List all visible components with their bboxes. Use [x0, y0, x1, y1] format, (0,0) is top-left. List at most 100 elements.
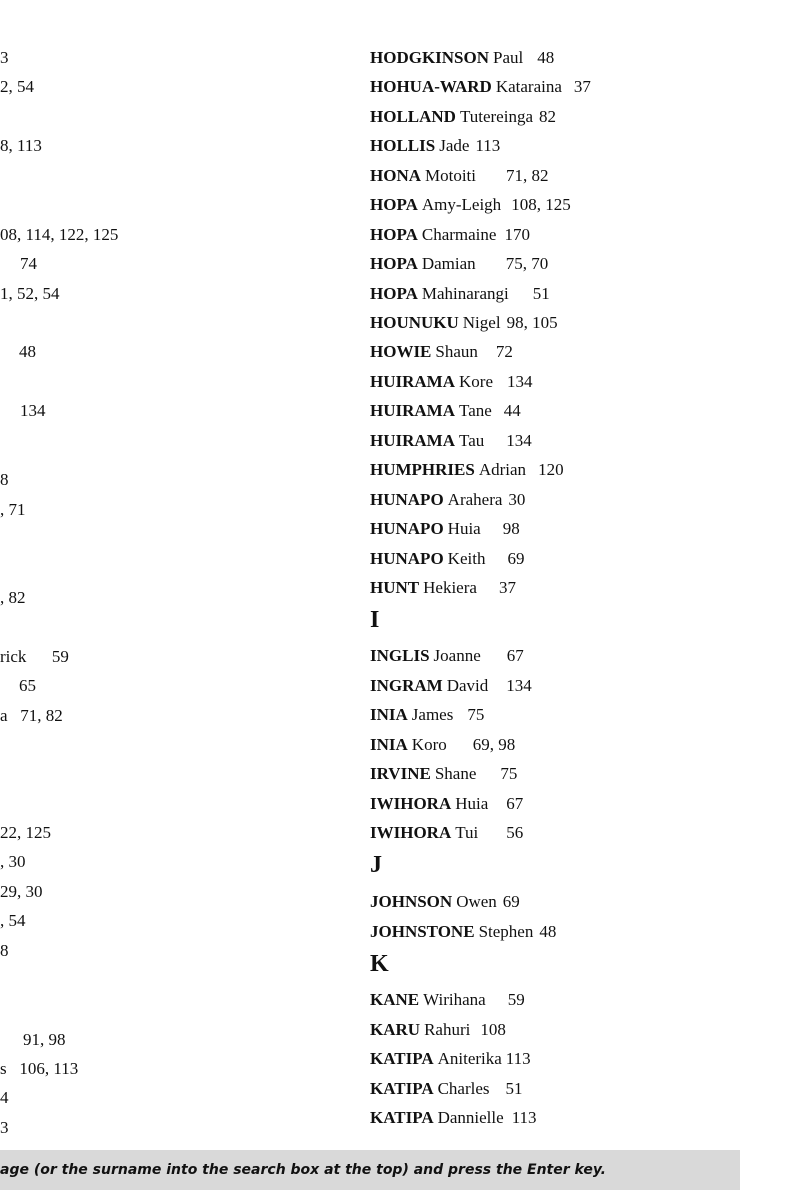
index-entry-fragment: 48 [19, 342, 36, 361]
given-name: Dannielle [437, 1108, 504, 1127]
page-numbers[interactable]: 51 [532, 284, 550, 303]
index-entry: HUIRAMA Tau 134 [370, 431, 532, 451]
page-numbers[interactable]: 113 [505, 1049, 531, 1068]
surname: HOPA [370, 254, 418, 273]
given-name: Tane [459, 401, 492, 420]
page-numbers[interactable]: 75 [467, 705, 485, 724]
page-numbers[interactable]: 69 [502, 892, 520, 911]
surname: HOPA [370, 284, 418, 303]
surname: HUMPHRIES [370, 460, 475, 479]
page-numbers[interactable]: 71, 82 [506, 166, 549, 185]
index-entry-fragment: , 82 [0, 588, 26, 607]
index-entry-fragment: 1, 52, 54 [0, 284, 60, 303]
page-numbers[interactable]: 134 [506, 372, 533, 391]
index-entry-fragment: 74 [20, 254, 37, 273]
index-entry: HUNT Hekiera 37 [370, 578, 516, 598]
surname: HUNAPO [370, 519, 444, 538]
index-entry: IRVINE Shane 75 [370, 764, 517, 784]
given-name: Jade [439, 136, 470, 155]
instruction-bar: age (or the surname into the search box … [0, 1150, 740, 1190]
index-entry: JOHNSTONE Stephen 48 [370, 922, 556, 942]
index-entry: HUNAPO Arahera 30 [370, 490, 525, 510]
surname: HUNAPO [370, 549, 444, 568]
given-name: Damian [421, 254, 476, 273]
index-entry: IWIHORA Tui 56 [370, 823, 523, 843]
surname: HUIRAMA [370, 401, 455, 420]
given-name: Hekiera [423, 578, 477, 597]
index-entry-fragment: 2, 54 [0, 77, 34, 96]
page-numbers[interactable]: 75 [500, 764, 518, 783]
page-numbers[interactable]: 108, 125 [511, 195, 571, 214]
index-entry: INGRAM David 134 [370, 676, 532, 696]
page-numbers[interactable]: 67 [506, 646, 524, 665]
index-entry-fragment: 22, 125 [0, 823, 51, 842]
surname: INIA [370, 735, 408, 754]
page-numbers[interactable]: 30 [508, 490, 526, 509]
index-entry-fragment: 29, 30 [0, 882, 43, 901]
page-numbers[interactable]: 82 [539, 107, 556, 126]
surname: HUNT [370, 578, 420, 597]
index-entry: INIA James 75 [370, 705, 484, 725]
surname: INIA [370, 705, 408, 724]
page-numbers[interactable]: 134 [506, 431, 532, 450]
page-numbers[interactable]: 72 [495, 342, 513, 361]
index-entry: HOLLAND Tutereinga 82 [370, 107, 556, 127]
page-numbers[interactable]: 37 [498, 578, 516, 597]
page-numbers[interactable]: 113 [475, 136, 501, 155]
surname: KARU [370, 1020, 421, 1039]
page-numbers[interactable]: 59 [507, 990, 525, 1009]
given-name: Tui [455, 823, 479, 842]
surname: HOWIE [370, 342, 432, 361]
given-name: Arahera [447, 490, 503, 509]
index-entry: HOUNUKU Nigel 98, 105 [370, 313, 558, 333]
page-numbers[interactable]: 69 [507, 549, 525, 568]
page-numbers[interactable]: 108 [480, 1020, 506, 1039]
index-entry-fragment: 3 [0, 48, 9, 67]
page-numbers[interactable]: 56 [506, 823, 524, 842]
page-numbers[interactable]: 37 [573, 77, 591, 96]
page-numbers[interactable]: 67 [506, 794, 524, 813]
index-entry-fragment: 8, 113 [0, 136, 42, 155]
index-entry-fragment: rick 59 [0, 647, 69, 666]
given-name: Adrian [478, 460, 527, 479]
given-name: Shaun [435, 342, 478, 361]
page-numbers[interactable]: 69, 98 [472, 735, 516, 754]
page-numbers[interactable]: 120 [538, 460, 564, 479]
surname: HOLLAND [370, 107, 456, 126]
given-name: Aniterika [437, 1049, 502, 1068]
page-numbers[interactable]: 48 [537, 48, 555, 67]
page-numbers[interactable]: 134 [506, 676, 532, 695]
page-numbers[interactable]: 75, 70 [505, 254, 549, 273]
given-name: Kataraina [495, 77, 562, 96]
page-numbers[interactable]: 113 [511, 1108, 537, 1127]
index-entry: INGLIS Joanne 67 [370, 646, 524, 666]
surname: KATIPA [370, 1079, 434, 1098]
given-name: Paul [493, 48, 524, 67]
index-entry: HONA Motoiti 71, 82 [370, 166, 549, 186]
given-name: Kore [459, 372, 493, 391]
given-name: Huia [447, 519, 481, 538]
given-name: David [446, 676, 489, 695]
surname: HOPA [370, 225, 418, 244]
given-name: Tutereinga [459, 107, 533, 126]
index-entry-fragment: , 71 [0, 500, 26, 519]
index-entry: HUMPHRIES Adrian 120 [370, 460, 564, 480]
page-numbers[interactable]: 98 [502, 519, 520, 538]
page-numbers[interactable]: 170 [504, 225, 530, 244]
page-numbers[interactable]: 48 [539, 922, 557, 941]
surname: JOHNSTONE [370, 922, 475, 941]
index-entry: HUIRAMA Tane 44 [370, 401, 521, 421]
surname: HUNAPO [370, 490, 444, 509]
page-numbers[interactable]: 44 [503, 401, 521, 420]
surname: INGLIS [370, 646, 430, 665]
page-numbers[interactable]: 51 [505, 1079, 523, 1098]
given-name: Charmaine [421, 225, 497, 244]
index-entry-fragment: 8 [0, 941, 9, 960]
index-entry-fragment: , 54 [0, 911, 26, 930]
page-numbers[interactable]: 98, 105 [506, 313, 558, 332]
surname: INGRAM [370, 676, 443, 695]
given-name: James [411, 705, 454, 724]
index-entry-fragment: 3 [0, 1118, 9, 1137]
index-entry-fragment: a 71, 82 [0, 706, 63, 725]
index-entry: HOLLIS Jade 113 [370, 136, 500, 156]
